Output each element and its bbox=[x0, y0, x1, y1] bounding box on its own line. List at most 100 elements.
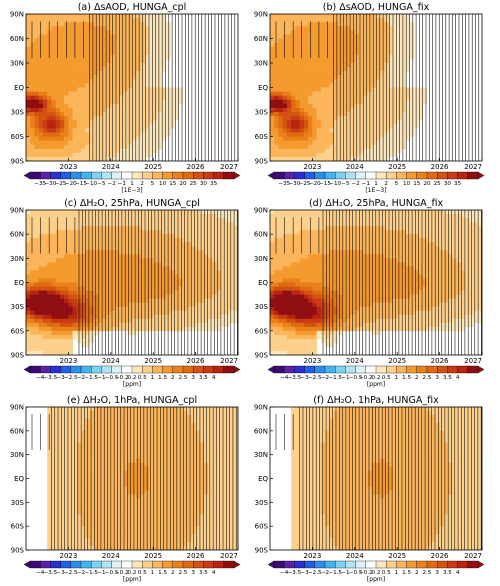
heatmap-cell bbox=[51, 18, 56, 23]
heatmap-cell bbox=[85, 322, 90, 328]
heatmap-cell bbox=[85, 310, 90, 316]
heatmap-cell bbox=[93, 326, 99, 332]
heatmap-cell bbox=[102, 290, 107, 295]
heatmap-cell bbox=[316, 63, 322, 68]
heatmap-cell bbox=[233, 250, 239, 255]
heatmap-cell bbox=[106, 71, 112, 76]
heatmap-cell bbox=[312, 83, 317, 88]
heatmap-cell bbox=[127, 83, 133, 88]
heatmap-cell bbox=[93, 230, 99, 235]
heatmap-cell bbox=[140, 234, 146, 239]
heatmap-cell bbox=[55, 152, 61, 158]
heatmap-cell bbox=[216, 250, 222, 255]
heatmap-cell bbox=[140, 38, 146, 43]
heatmap-cell bbox=[127, 278, 133, 283]
heatmap-cell bbox=[359, 218, 364, 223]
heatmap-cell bbox=[81, 71, 86, 76]
heatmap-cell bbox=[286, 67, 292, 72]
heatmap-cell bbox=[42, 30, 48, 35]
heatmap-cell bbox=[106, 152, 112, 158]
heatmap-cell bbox=[384, 18, 390, 23]
heatmap-cell bbox=[110, 54, 116, 60]
heatmap-cell bbox=[291, 124, 296, 129]
heatmap-cell bbox=[136, 124, 141, 129]
heatmap-cell bbox=[376, 83, 381, 88]
heatmap-cell bbox=[337, 238, 343, 243]
heatmap-cell bbox=[68, 26, 73, 31]
heatmap-cell bbox=[274, 95, 279, 101]
heatmap-cell bbox=[278, 262, 284, 267]
heatmap-cell bbox=[64, 148, 69, 154]
heatmap-cell bbox=[191, 274, 196, 279]
heatmap-cell bbox=[72, 14, 78, 19]
heatmap-cell bbox=[76, 14, 82, 19]
heatmap-cell bbox=[85, 156, 90, 162]
heatmap-cell bbox=[161, 18, 167, 23]
heatmap-cell bbox=[64, 302, 69, 307]
heatmap-cell bbox=[212, 210, 218, 215]
heatmap-cell bbox=[123, 262, 129, 267]
heatmap-cell bbox=[371, 107, 377, 113]
heatmap-cell bbox=[359, 226, 364, 231]
heatmap-cell bbox=[132, 128, 137, 133]
heatmap-cell bbox=[199, 230, 205, 235]
heatmap-cell bbox=[342, 282, 347, 287]
heatmap-cell bbox=[140, 79, 146, 84]
heatmap-cell bbox=[363, 103, 368, 109]
heatmap-cell bbox=[127, 63, 133, 68]
heatmap-cell bbox=[110, 262, 116, 267]
heatmap-cell bbox=[342, 103, 347, 109]
heatmap-cell bbox=[299, 282, 305, 287]
heatmap-cell bbox=[274, 314, 279, 320]
heatmap-cell bbox=[110, 87, 116, 92]
heatmap-cell bbox=[418, 103, 423, 109]
heatmap-cell bbox=[312, 214, 317, 219]
heatmap-cell bbox=[278, 26, 284, 31]
heatmap-cell bbox=[270, 294, 275, 299]
heatmap-cell bbox=[316, 128, 322, 133]
heatmap-cell bbox=[320, 152, 326, 158]
heatmap-cell bbox=[102, 103, 107, 109]
heatmap-cell bbox=[47, 107, 52, 113]
heatmap-cell bbox=[233, 274, 239, 279]
heatmap-cell bbox=[333, 34, 339, 39]
heatmap-cell bbox=[55, 318, 61, 324]
heatmap-cell bbox=[174, 266, 179, 271]
heatmap-cell bbox=[55, 132, 61, 137]
heatmap-cell bbox=[303, 34, 309, 39]
heatmap-cell bbox=[363, 46, 368, 52]
heatmap-cell bbox=[127, 140, 133, 145]
heatmap-cell bbox=[270, 50, 275, 56]
heatmap-cell bbox=[409, 120, 415, 125]
heatmap-cell bbox=[320, 22, 326, 27]
heatmap-cell bbox=[282, 46, 288, 52]
heatmap-cell bbox=[282, 95, 288, 101]
heatmap-cell bbox=[102, 246, 107, 251]
heatmap-cell bbox=[144, 46, 150, 52]
heatmap-cell bbox=[38, 107, 44, 113]
heatmap-cell bbox=[388, 30, 394, 35]
heatmap-cell bbox=[278, 34, 284, 39]
heatmap-cell bbox=[346, 83, 351, 88]
y-tick-label: 60S bbox=[255, 133, 269, 141]
heatmap-cell bbox=[174, 314, 179, 320]
heatmap-cell bbox=[384, 79, 390, 84]
heatmap-cell bbox=[337, 294, 343, 299]
heatmap-cell bbox=[303, 71, 309, 76]
heatmap-cell bbox=[72, 262, 78, 267]
heatmap-cell bbox=[59, 140, 65, 145]
heatmap-cell bbox=[363, 14, 368, 19]
heatmap-cell bbox=[346, 132, 351, 137]
heatmap-cell bbox=[303, 95, 309, 101]
heatmap-cell bbox=[144, 222, 150, 227]
heatmap-cell bbox=[165, 50, 171, 56]
heatmap-cell bbox=[34, 326, 40, 332]
heatmap-cell bbox=[354, 128, 360, 133]
heatmap-cell bbox=[127, 87, 133, 92]
heatmap-cell bbox=[392, 38, 398, 43]
heatmap-cell bbox=[291, 254, 296, 259]
heatmap-cell bbox=[140, 112, 146, 117]
heatmap-cell bbox=[115, 278, 120, 283]
heatmap-cell bbox=[51, 274, 56, 279]
heatmap-cell bbox=[148, 270, 154, 275]
